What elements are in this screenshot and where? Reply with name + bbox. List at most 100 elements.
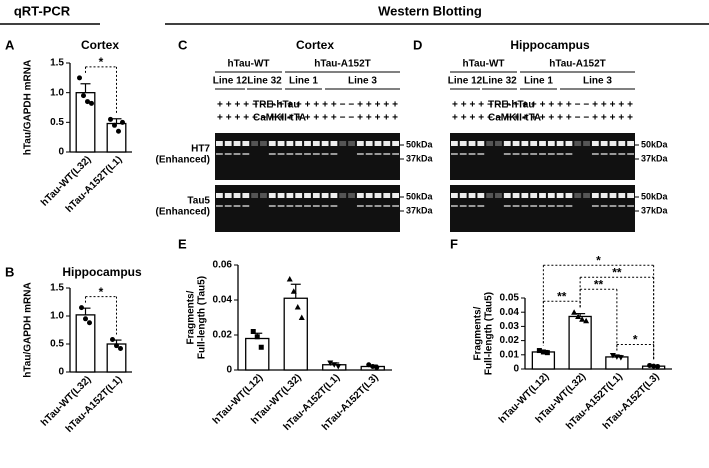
blot-band	[348, 193, 355, 198]
data-point	[77, 75, 82, 81]
blot-band	[383, 205, 391, 207]
blot-band	[512, 153, 520, 155]
blot-band	[600, 205, 608, 207]
line-label: Line 3	[583, 76, 612, 87]
blot-band	[216, 153, 223, 155]
blot-band	[503, 205, 511, 207]
blot-band	[224, 141, 232, 146]
y-tick-label: 0.5	[50, 117, 64, 128]
y-tick-label: 0.04	[500, 307, 520, 318]
blot-band	[591, 153, 599, 155]
blot-band	[374, 141, 382, 146]
sig-label: *	[99, 285, 104, 299]
blot-band	[268, 153, 276, 155]
blot-band	[451, 153, 458, 155]
blot-band	[556, 153, 564, 155]
y-axis-label: Full-length (Tau5)	[484, 292, 495, 375]
data-point	[331, 362, 338, 368]
blot-band	[233, 153, 241, 155]
y-tick-label: 0.01	[500, 349, 520, 360]
blot-band	[600, 141, 608, 146]
data-point	[617, 355, 624, 361]
blot-band	[556, 141, 564, 146]
blot-band	[233, 141, 241, 146]
blot-band	[609, 141, 617, 146]
data-point	[258, 344, 264, 350]
blot-band	[295, 205, 303, 207]
blot-band	[521, 141, 529, 146]
blot-image	[450, 133, 635, 180]
blot-band	[451, 193, 458, 198]
blot-band	[565, 205, 573, 207]
data-point	[294, 304, 301, 310]
blot-band	[339, 193, 347, 198]
blot-band	[600, 153, 608, 155]
blot-band	[268, 205, 276, 207]
y-axis-label: Full-length (Tau5)	[197, 276, 208, 359]
bar	[531, 351, 556, 370]
blot-band	[627, 153, 634, 155]
blot-band	[242, 205, 250, 207]
blot-band	[591, 205, 599, 207]
x-tick-label: hTau-A152T(L1)	[64, 154, 125, 215]
bar	[106, 343, 127, 373]
size-label: 37kDa	[641, 153, 669, 163]
blot-band	[565, 153, 573, 155]
header: Western Blotting	[378, 3, 482, 18]
blot-band	[312, 153, 320, 155]
blot-band	[583, 141, 590, 146]
blot-band	[374, 153, 382, 155]
blot-band	[609, 193, 617, 198]
row-label: TRE-hTau	[488, 100, 534, 111]
panel-letter: E	[178, 236, 187, 251]
blot-band	[383, 193, 391, 198]
blot-band	[330, 205, 338, 207]
blot-band	[459, 141, 467, 146]
y-axis-label: Fragments/	[186, 290, 197, 344]
blot-band	[574, 193, 582, 198]
group-label: hTau-WT	[462, 59, 504, 70]
size-label: 37kDa	[641, 205, 669, 215]
blot-band	[365, 153, 373, 155]
blot-band	[477, 205, 485, 207]
sig-label: **	[594, 277, 604, 291]
blot-band	[618, 141, 626, 146]
data-point	[254, 334, 260, 340]
blot-band	[565, 193, 573, 198]
blot-band	[356, 141, 364, 146]
size-label: 37kDa	[406, 205, 434, 215]
blot-band	[321, 141, 329, 146]
y-tick-label: 0.05	[500, 293, 520, 304]
blot-band	[618, 153, 626, 155]
blot-band	[312, 205, 320, 207]
blot-band	[627, 141, 634, 146]
data-point	[655, 363, 661, 369]
y-axis-label: hTau/GAPDH mRNA	[23, 282, 34, 377]
blot-band	[512, 141, 520, 146]
blot-band	[512, 193, 520, 198]
y-tick-label: 1.0	[50, 87, 64, 98]
bar	[106, 122, 127, 153]
chart-title: Cortex	[81, 38, 119, 52]
blot-band	[451, 141, 458, 146]
y-tick-label: 0	[58, 147, 64, 158]
blot-band	[486, 141, 494, 146]
blot-band	[539, 141, 546, 146]
row-signs: + + + + − − + + + + + + + + − − + + + + …	[217, 100, 398, 111]
y-tick-label: 0.04	[213, 295, 233, 306]
blot-band	[216, 193, 223, 198]
blot-band	[233, 205, 241, 207]
blot-band	[618, 205, 626, 207]
blot-label: Tau5	[187, 196, 210, 207]
blot-band	[374, 205, 382, 207]
bar	[245, 337, 270, 371]
blot-band	[251, 193, 259, 198]
data-point	[87, 320, 92, 326]
blot-band	[459, 205, 467, 207]
panel-letter: B	[5, 264, 14, 279]
blot-band	[356, 205, 364, 207]
blot-band	[392, 141, 399, 146]
blot-band	[268, 193, 276, 198]
blot-band	[600, 193, 608, 198]
data-point	[85, 99, 90, 105]
